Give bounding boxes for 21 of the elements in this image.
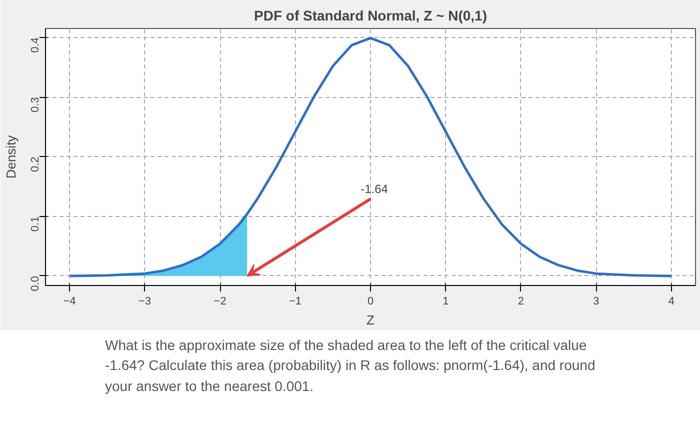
x-tick-label: 1 xyxy=(442,296,449,308)
x-tick-label: −2 xyxy=(214,296,226,308)
x-tick-label: 0 xyxy=(367,296,374,308)
x-tick-label: −4 xyxy=(63,296,76,308)
y-tick-label: 0.2 xyxy=(30,156,42,172)
y-axis-title: Density xyxy=(4,134,18,179)
y-tick-label: 0.1 xyxy=(30,216,42,232)
x-tick-label: 2 xyxy=(518,296,524,308)
x-tick-label: 4 xyxy=(668,296,674,308)
text: What is the approximate size of the shaded area to the left of the critical value xyxy=(105,337,587,353)
x-axis-title: Z xyxy=(366,312,375,328)
y-tick-label: 0.4 xyxy=(30,37,42,53)
text: your answer to the nearest 0.001. xyxy=(105,378,314,394)
annotation: -1.64 xyxy=(360,182,388,196)
chart-title: PDF of Standard Normal, Z ~ N(0,1) xyxy=(254,8,487,24)
text: -1.64? Calculate this area (probability) in R as follows: pnorm(-1.64), and round xyxy=(105,357,596,374)
x-tick-label: −1 xyxy=(289,296,302,308)
x-tick-label: 3 xyxy=(593,296,600,308)
x-tick-label: −3 xyxy=(138,296,152,308)
y-tick-label: 0.3 xyxy=(30,97,42,112)
y-tick-label: 0.0 xyxy=(30,276,42,292)
